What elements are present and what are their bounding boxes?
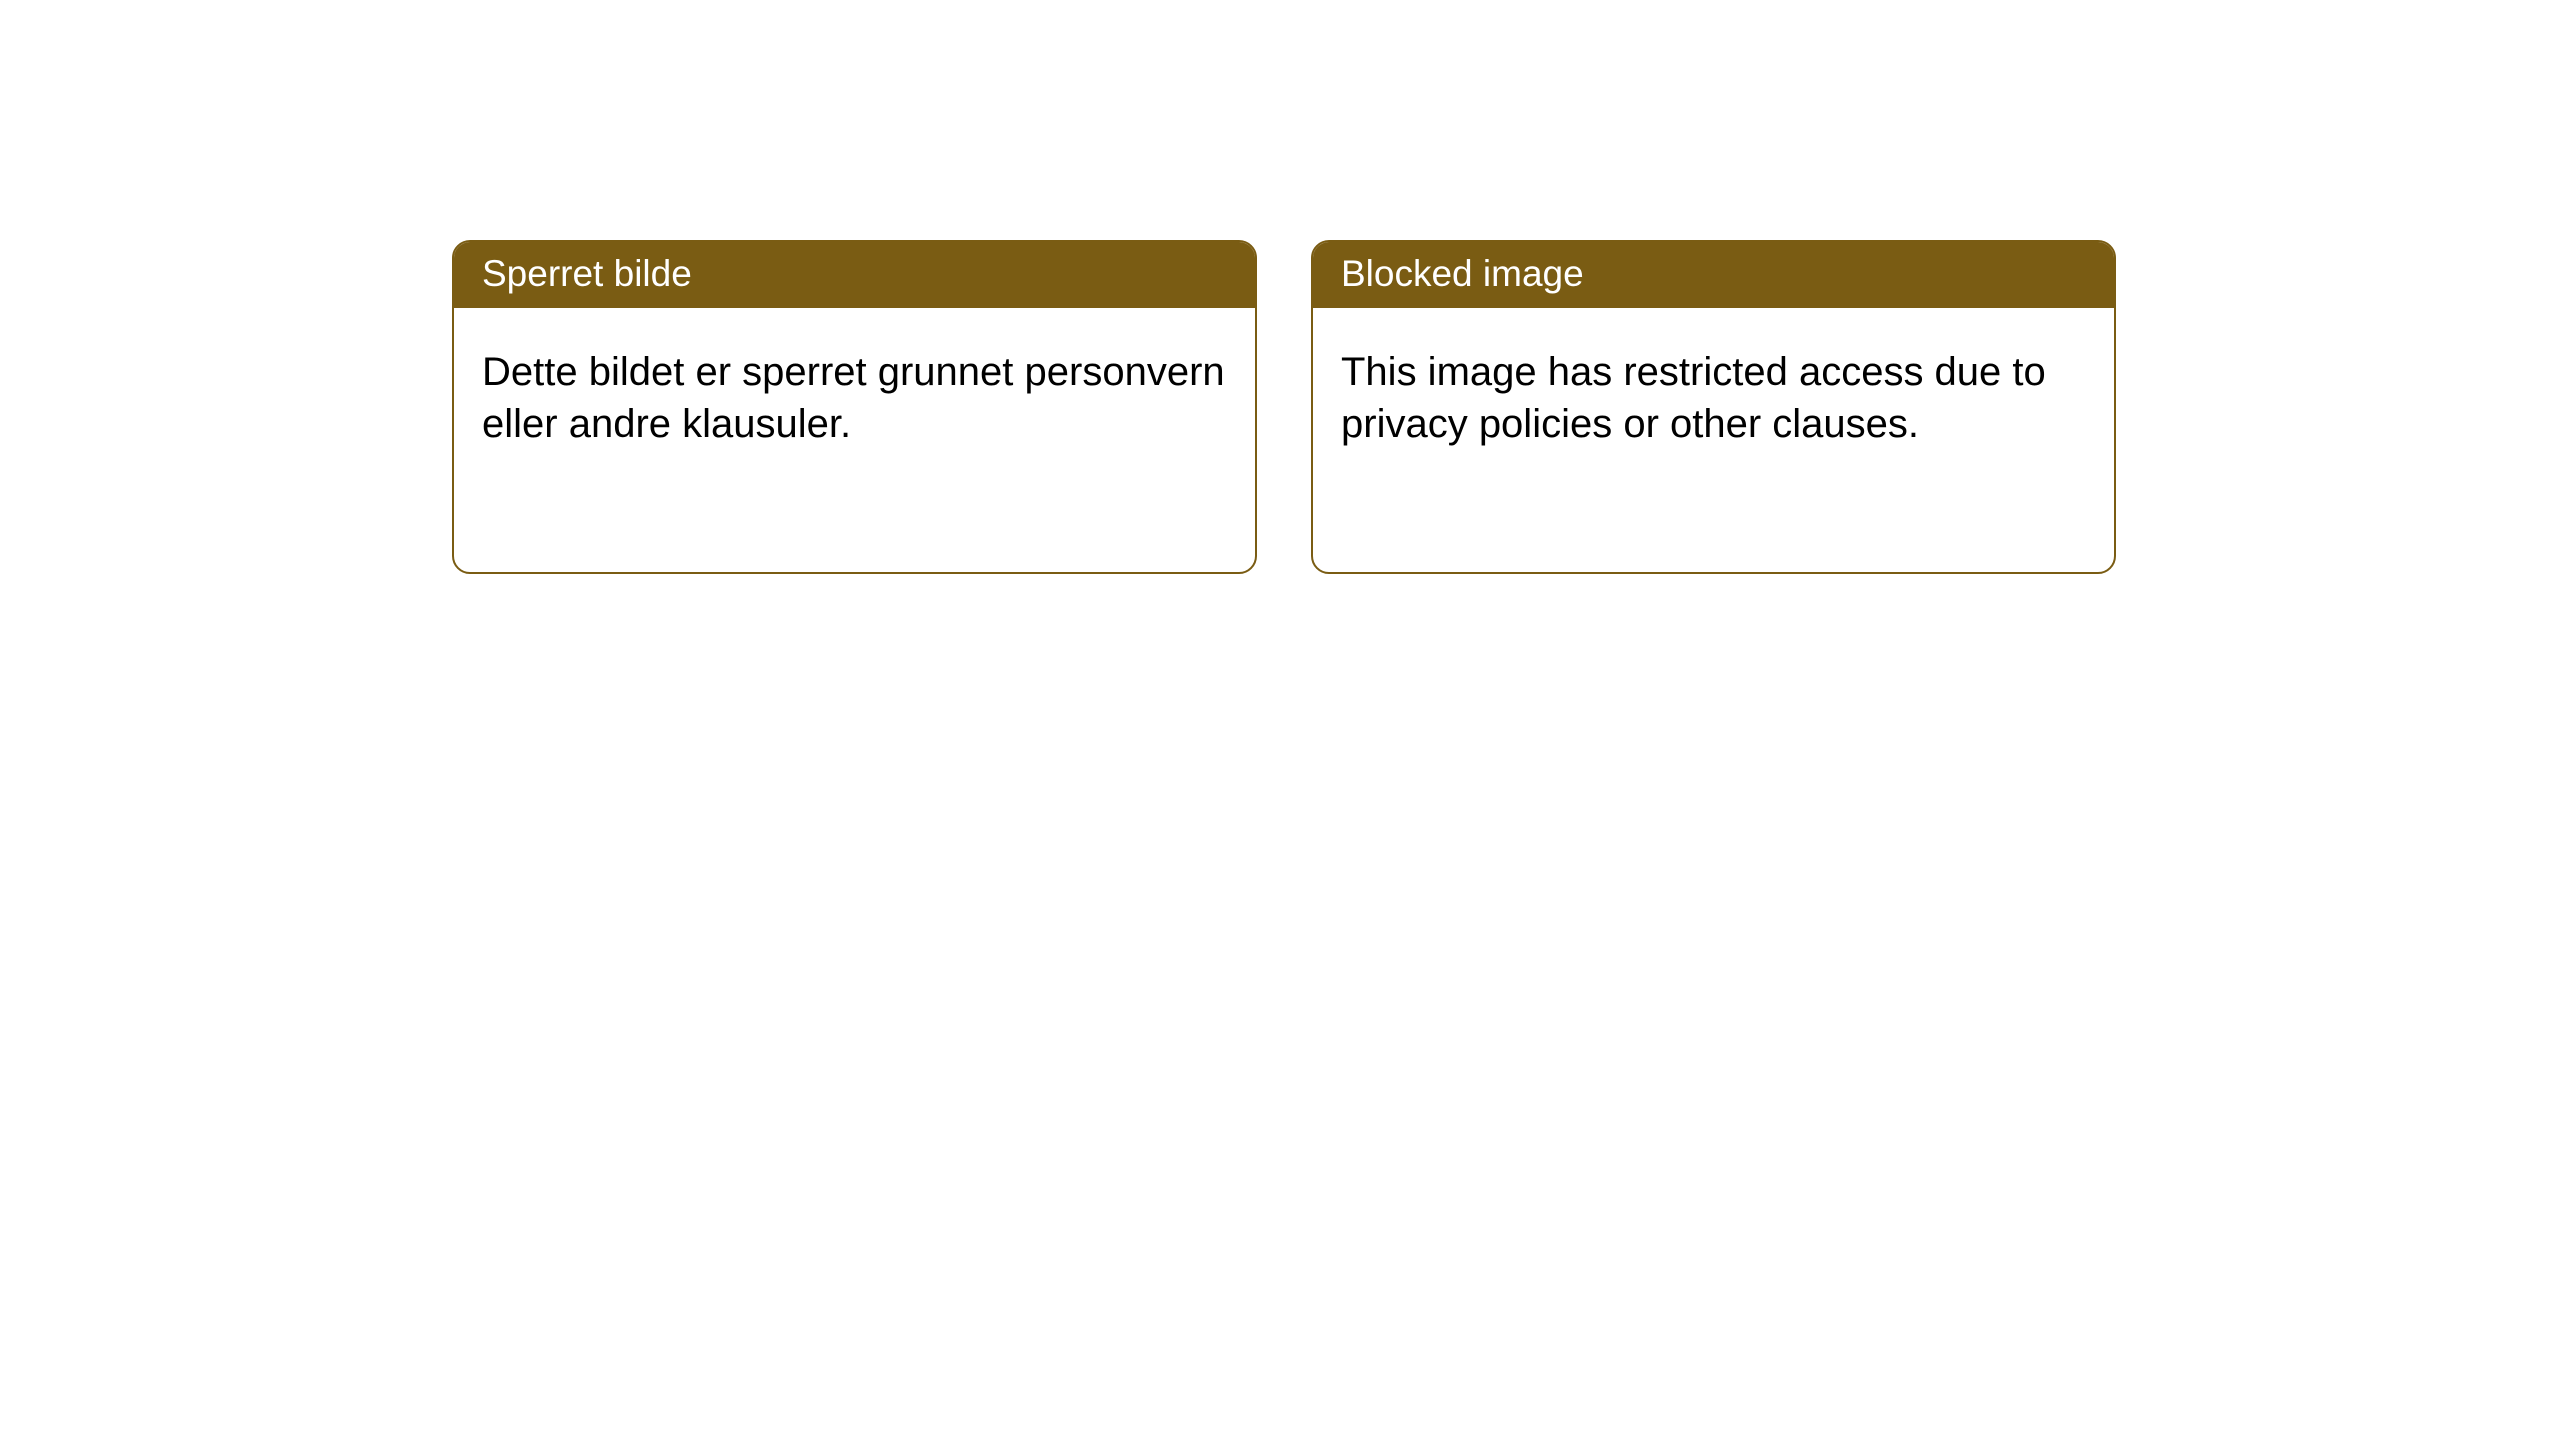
notice-body-norwegian: Dette bildet er sperret grunnet personve… [454,308,1255,478]
notice-container: Sperret bilde Dette bildet er sperret gr… [0,0,2560,574]
notice-body-english: This image has restricted access due to … [1313,308,2114,478]
notice-card-norwegian: Sperret bilde Dette bildet er sperret gr… [452,240,1257,574]
notice-title-norwegian: Sperret bilde [454,242,1255,308]
notice-card-english: Blocked image This image has restricted … [1311,240,2116,574]
notice-title-english: Blocked image [1313,242,2114,308]
